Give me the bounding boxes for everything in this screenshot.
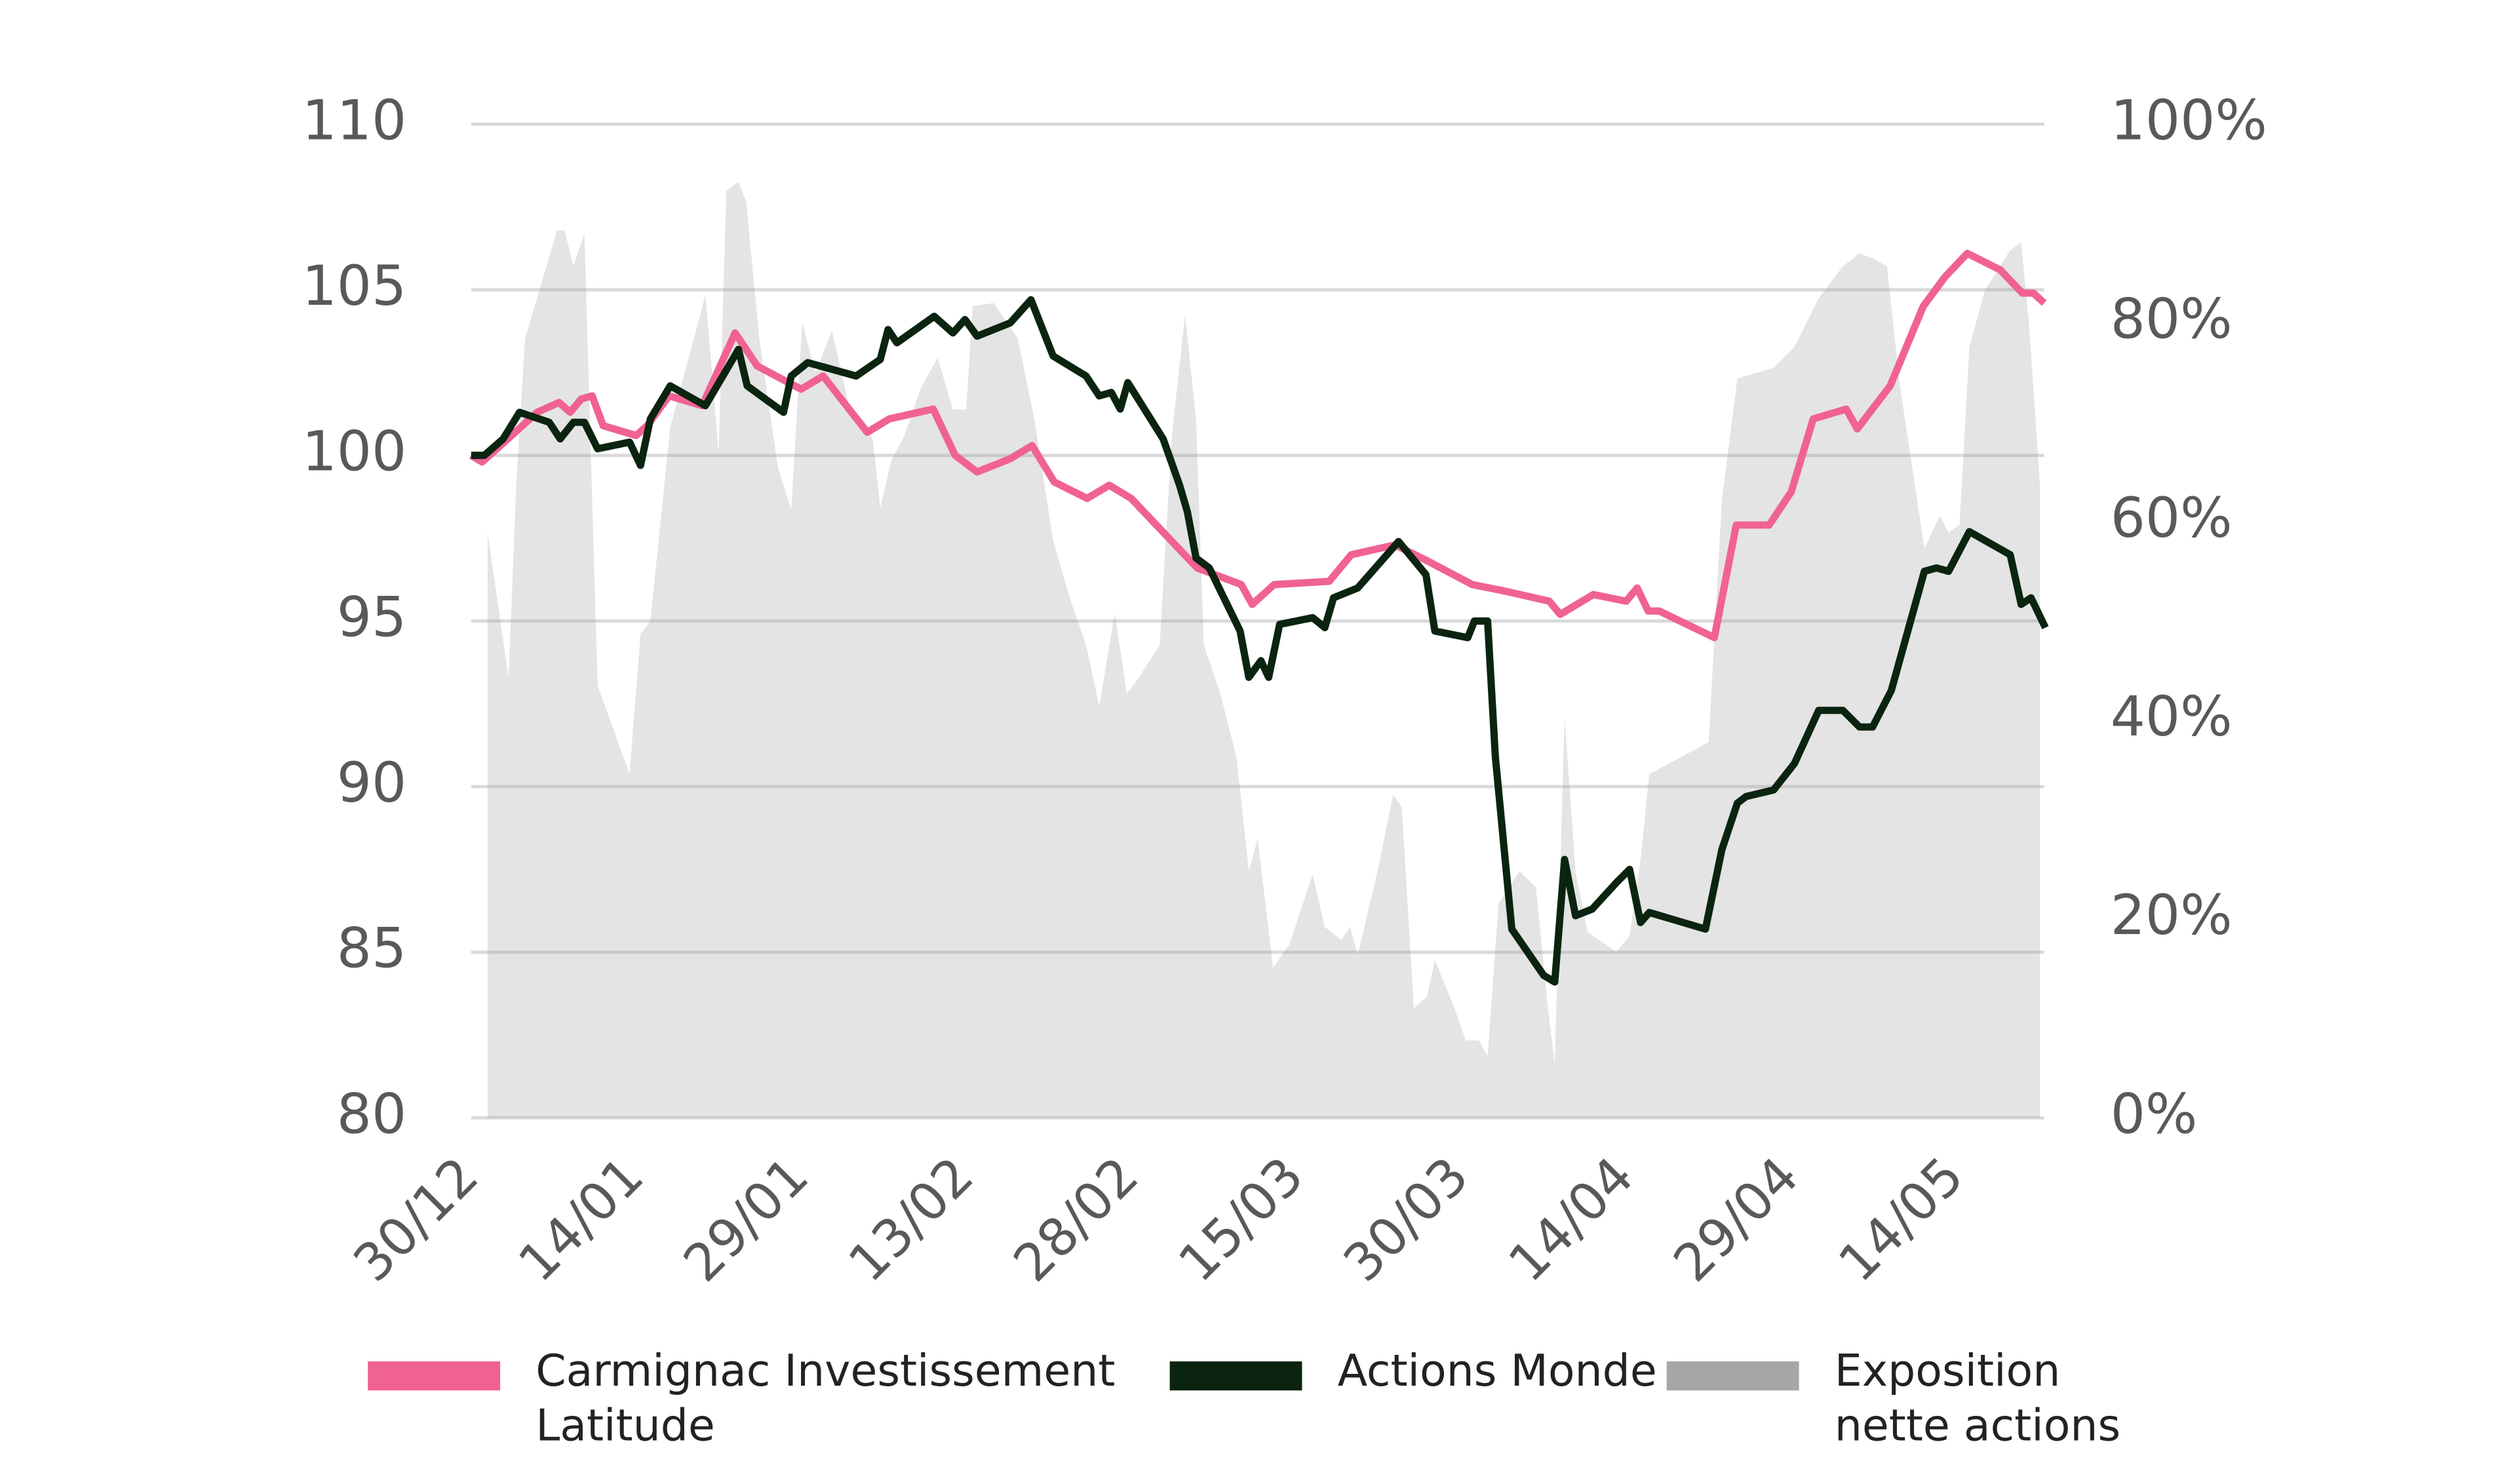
grid <box>471 123 2044 1120</box>
x-tick-label: 15/03 <box>1167 1146 1316 1294</box>
legend-swatch <box>1666 1361 1799 1391</box>
y-tick-label: 100 <box>302 420 407 484</box>
area <box>487 182 2040 1118</box>
y2-tick-label: 20% <box>2111 883 2233 947</box>
y-tick-label: 95 <box>337 585 406 649</box>
legend-label-box: Carmignac Investissement Latitude <box>536 1346 1116 1452</box>
x-tick-label: 30/03 <box>1332 1146 1480 1294</box>
legend-swatch <box>368 1361 501 1391</box>
x-tick-label: 30/12 <box>342 1146 490 1294</box>
legend-label: Exposition nette actions <box>1834 1346 2121 1452</box>
x-tick-label: 14/04 <box>1497 1146 1645 1294</box>
y2-tick-label: 0% <box>2111 1082 2198 1146</box>
legend-label: Carmignac Investissement Latitude <box>536 1346 1116 1452</box>
x-tick-label: 14/05 <box>1827 1146 1976 1294</box>
x-tick-label: 28/02 <box>1002 1146 1150 1294</box>
x-tick-label: 29/01 <box>672 1146 820 1294</box>
legend-label: Actions Monde <box>1337 1346 1657 1397</box>
line <box>471 296 2049 986</box>
y-tick-label: 90 <box>337 751 406 815</box>
y-tick-label: 110 <box>302 88 407 152</box>
x-tick-label: 13/02 <box>837 1146 985 1294</box>
y-tick-label: 105 <box>302 254 407 318</box>
legend-label-box: Actions Monde <box>1337 1346 1657 1397</box>
x-tick-label: 14/01 <box>507 1146 655 1294</box>
y2-tick-label: 80% <box>2111 287 2233 351</box>
y2-tick-label: 100% <box>2111 88 2267 152</box>
x-tick-label: 29/04 <box>1662 1146 1810 1294</box>
plot-area <box>469 182 2049 1118</box>
y2-tick-label: 60% <box>2111 486 2233 550</box>
y2-tick-label: 40% <box>2111 684 2233 749</box>
y-tick-label: 85 <box>337 916 406 981</box>
y-tick-label: 80 <box>337 1082 406 1146</box>
legend-swatch <box>1169 1361 1302 1391</box>
legend-label-box: Exposition nette actions <box>1834 1346 2121 1452</box>
